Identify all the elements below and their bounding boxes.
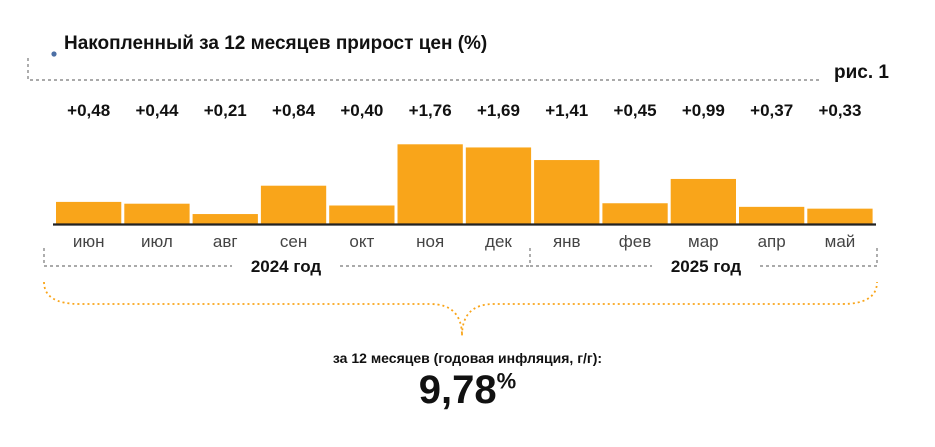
month-label-янв: янв [553, 232, 581, 251]
month-label-дек: дек [485, 232, 512, 251]
chart-title: Накопленный за 12 месяцев прирост цен (%… [64, 33, 488, 54]
value-label-янв: +1,41 [545, 101, 588, 120]
bar-авг [192, 214, 258, 224]
value-label-май: +0,33 [818, 101, 861, 120]
title-dot-icon [51, 51, 57, 57]
title-dashed-frame [27, 58, 820, 81]
year-groups: 2024 год 2025 год [43, 248, 878, 276]
figure-label: рис. 1 [834, 62, 889, 83]
summary-number: 9,78 [418, 368, 497, 412]
month-label-апр: апр [758, 232, 786, 251]
summary-caption: за 12 месяцев (годовая инфляция, г/г): [332, 350, 603, 366]
bar-сен [260, 185, 327, 224]
bar-фев [602, 203, 668, 224]
group-label-2024: 2024 год [251, 257, 322, 276]
bar-ноя [397, 144, 463, 224]
value-label-июн: +0,48 [67, 101, 110, 120]
value-labels: +0,48 +0,44 +0,21 +0,84 +0,40 +1,76 +1,69 +1,41… [67, 101, 861, 120]
month-label-ноя: ноя [416, 232, 444, 251]
month-label-мар: мар [688, 232, 719, 251]
bar-окт [329, 205, 395, 224]
chart-header: Накопленный за 12 месяцев прирост цен (%… [24, 30, 929, 86]
month-label-май: май [825, 232, 856, 251]
value-label-июл: +0,44 [135, 101, 179, 120]
value-label-сен: +0,84 [272, 101, 316, 120]
value-label-авг: +0,21 [204, 101, 247, 120]
summary-brace [43, 281, 878, 337]
value-label-дек: +1,69 [477, 101, 520, 120]
value-label-мар: +0,99 [682, 101, 725, 120]
bar-июл [124, 203, 190, 224]
month-label-фев: фев [619, 232, 651, 251]
month-label-авг: авг [213, 232, 238, 251]
bar-мар [670, 178, 736, 224]
summary-unit: % [496, 368, 517, 394]
group-label-2025: 2025 год [671, 257, 742, 276]
bar-янв [534, 160, 600, 224]
value-label-апр: +0,37 [750, 101, 793, 120]
summary-value: 9,78% [0, 368, 935, 412]
bar-май [807, 208, 873, 224]
month-label-окт: окт [349, 232, 374, 251]
value-label-ноя: +1,76 [409, 101, 452, 120]
month-label-июл: июл [141, 232, 173, 251]
month-label-сен: сен [280, 232, 307, 251]
value-label-фев: +0,45 [614, 101, 657, 120]
bar-июн [56, 201, 122, 224]
bars [56, 144, 873, 224]
bar-дек [465, 147, 532, 224]
title-decoration [27, 51, 820, 81]
month-label-июн: июн [73, 232, 105, 251]
month-labels: июн июл авг сен окт ноя дек янв фев мар апр май [73, 232, 855, 251]
value-label-окт: +0,40 [340, 101, 383, 120]
bar-апр [739, 206, 805, 224]
